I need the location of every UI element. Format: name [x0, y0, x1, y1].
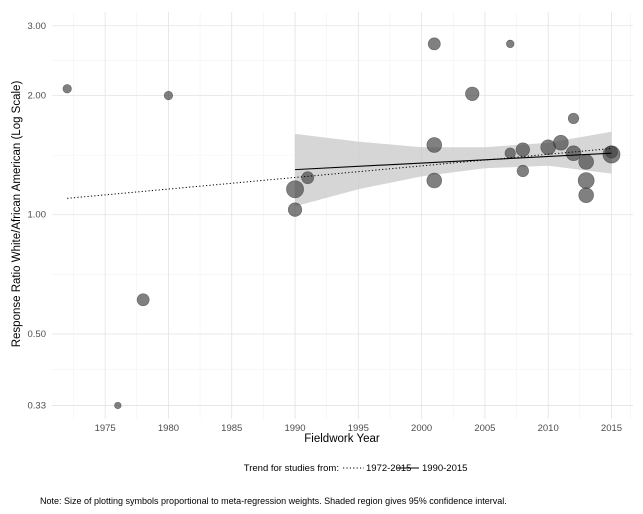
data-point — [62, 84, 72, 94]
x-tick-label: 1985 — [221, 423, 242, 434]
data-point — [286, 180, 304, 199]
data-point — [605, 145, 618, 159]
legend: Trend for studies from: 1972-2015 1990-2… — [244, 463, 468, 474]
data-points — [62, 37, 621, 410]
x-tick-label: 1975 — [95, 423, 116, 434]
data-point — [114, 401, 122, 410]
data-point — [578, 187, 594, 204]
grid-minor — [52, 12, 633, 419]
data-point — [136, 293, 150, 307]
grid-major — [52, 12, 633, 419]
x-tick-label: 2015 — [601, 423, 622, 434]
y-tick-label: 3.00 — [28, 21, 47, 32]
data-point — [553, 134, 569, 151]
data-point — [465, 86, 480, 101]
data-point — [163, 90, 174, 101]
legend-label-1990-2015: 1990-2015 — [422, 463, 467, 474]
y-axis-title: Response Ratio White/African American (L… — [11, 81, 23, 348]
x-tick-label: 1980 — [158, 423, 179, 434]
data-point — [506, 39, 515, 49]
x-tick-label: 1995 — [348, 423, 369, 434]
x-axis-ticks: 1975 1980 1985 1990 1995 2000 2005 2010 2015 — [95, 423, 622, 434]
data-point — [578, 154, 594, 170]
x-tick-label: 1990 — [284, 423, 305, 434]
data-point — [301, 171, 315, 185]
data-point — [515, 142, 530, 157]
legend-title: Trend for studies from: — [244, 463, 339, 474]
y-tick-label: 2.00 — [28, 91, 47, 102]
y-tick-label: 1.00 — [28, 210, 47, 221]
data-point — [427, 37, 441, 51]
data-point — [567, 112, 580, 125]
x-axis-title: Fieldwork Year — [304, 433, 380, 445]
legend-label-1972-2015: 1972-2015 — [366, 463, 411, 474]
data-point — [426, 172, 443, 189]
y-tick-label: 0.33 — [28, 400, 47, 411]
y-tick-label: 0.50 — [28, 329, 47, 340]
confidence-band — [295, 131, 612, 207]
x-tick-label: 2000 — [411, 423, 432, 434]
x-tick-label: 2005 — [474, 423, 495, 434]
trend-line-1990-2015 — [295, 152, 612, 171]
x-tick-label: 2010 — [538, 423, 559, 434]
data-point — [577, 172, 595, 189]
data-point — [504, 147, 516, 159]
data-point — [426, 137, 443, 153]
y-axis-ticks: 0.33 0.50 1.00 2.00 3.00 — [28, 21, 47, 412]
data-point — [565, 145, 582, 161]
data-point — [516, 164, 529, 178]
data-point — [287, 202, 303, 217]
figure-note: Note: Size of plotting symbols proportio… — [40, 496, 507, 506]
